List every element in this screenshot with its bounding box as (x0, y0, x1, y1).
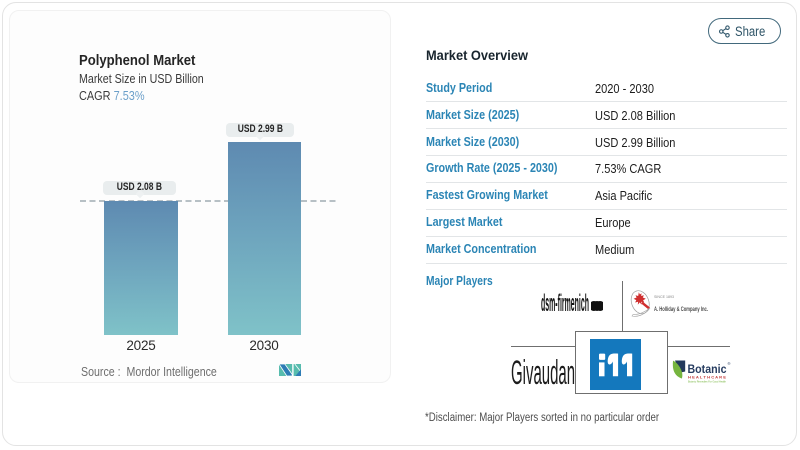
svg-text:H E A L T H C A R E: H E A L T H C A R E (688, 376, 727, 380)
svg-text:Botanic Remedies For Good Heal: Botanic Remedies For Good Health (688, 380, 726, 384)
svg-text:®: ® (728, 361, 731, 366)
svg-text:A. Holliday & Company Inc.: A. Holliday & Company Inc. (654, 306, 708, 313)
svg-text:SINCE 1893: SINCE 1893 (654, 295, 674, 299)
svg-text:Botanic: Botanic (688, 364, 728, 376)
